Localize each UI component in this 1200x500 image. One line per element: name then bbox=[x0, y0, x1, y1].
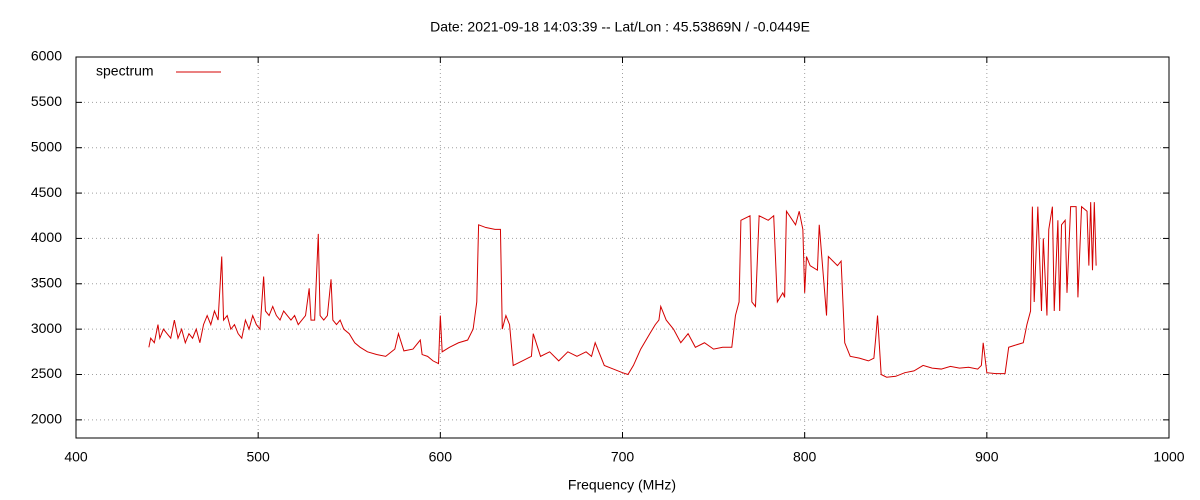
x-tick-label: 400 bbox=[64, 449, 88, 465]
y-tick-label: 5000 bbox=[31, 138, 62, 154]
x-tick-label: 600 bbox=[429, 449, 453, 465]
x-axis-label: Frequency (MHz) bbox=[568, 477, 676, 493]
x-tick-label: 500 bbox=[246, 449, 270, 465]
y-tick-label: 4000 bbox=[31, 229, 62, 245]
y-tick-label: 2500 bbox=[31, 365, 62, 381]
y-tick-label: 2000 bbox=[31, 411, 62, 427]
y-tick-label: 5500 bbox=[31, 93, 62, 109]
y-tick-label: 4500 bbox=[31, 184, 62, 200]
y-tick-label: 6000 bbox=[31, 48, 62, 64]
x-tick-label: 800 bbox=[793, 449, 817, 465]
y-tick-label: 3500 bbox=[31, 274, 62, 290]
plot-border bbox=[75, 56, 1170, 439]
chart-title: Date: 2021-09-18 14:03:39 -- Lat/Lon : 4… bbox=[430, 19, 810, 35]
x-tick-label: 1000 bbox=[1153, 449, 1184, 465]
legend-label: spectrum bbox=[96, 63, 154, 79]
spectrum-line bbox=[148, 202, 1097, 378]
x-tick-label: 700 bbox=[611, 449, 635, 465]
x-tick-label: 900 bbox=[975, 449, 999, 465]
y-tick-label: 3000 bbox=[31, 320, 62, 336]
